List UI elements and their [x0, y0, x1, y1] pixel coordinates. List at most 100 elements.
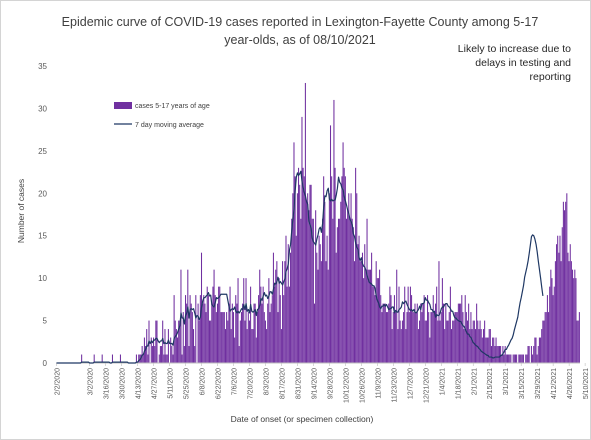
case-bar — [285, 235, 287, 363]
moving-average-line — [56, 170, 544, 364]
case-bar — [270, 303, 272, 363]
case-bar — [458, 303, 461, 363]
case-bar — [93, 354, 95, 363]
case-bar — [403, 312, 405, 363]
case-bar — [380, 295, 382, 363]
case-bar — [456, 312, 458, 363]
x-tick-label: 7/6/2020 — [232, 368, 239, 395]
case-bar — [185, 295, 187, 363]
case-bar — [573, 278, 575, 363]
case-bar — [538, 337, 540, 363]
case-bar — [407, 286, 409, 363]
case-bar — [551, 278, 553, 363]
case-bar — [231, 303, 233, 363]
case-bar — [345, 218, 348, 363]
case-bar — [508, 354, 510, 363]
case-bar — [331, 176, 333, 363]
case-bar — [510, 354, 512, 363]
case-bar — [309, 184, 311, 363]
case-bar — [198, 320, 200, 363]
case-bar — [162, 320, 164, 363]
case-bar — [311, 218, 313, 363]
case-bar — [578, 312, 580, 363]
case-bar — [369, 269, 371, 363]
case-bar — [175, 329, 177, 363]
case-bar — [450, 329, 453, 363]
case-bar — [210, 320, 212, 363]
case-bar — [352, 227, 354, 363]
case-bar — [401, 320, 403, 363]
case-bar — [405, 329, 407, 363]
case-bar — [371, 252, 373, 363]
case-bar — [166, 354, 168, 363]
case-bar — [465, 312, 467, 363]
case-bar — [564, 210, 566, 363]
case-bar — [310, 184, 312, 363]
x-tick-label: 4/26/2021 — [567, 368, 574, 399]
case-bar — [181, 354, 183, 363]
case-bar — [575, 278, 577, 363]
case-bar — [150, 337, 152, 363]
case-bar — [268, 278, 270, 363]
case-bar — [567, 252, 569, 363]
case-bar — [245, 278, 247, 363]
case-bar — [357, 244, 359, 363]
case-bar — [190, 303, 192, 363]
case-bar — [223, 312, 225, 363]
x-tick-label: 3/16/2020 — [104, 368, 111, 399]
case-bar — [429, 337, 431, 363]
case-bar — [195, 295, 197, 363]
case-bar — [545, 312, 547, 363]
case-bar — [296, 193, 298, 363]
case-bar — [374, 295, 376, 363]
x-tick-label: 1/18/2021 — [455, 368, 462, 399]
case-bar — [182, 312, 184, 363]
case-bar — [398, 286, 400, 363]
case-bar — [569, 244, 571, 363]
y-tick-label: 0 — [43, 359, 48, 368]
case-bar — [424, 320, 426, 363]
case-bar — [278, 278, 280, 363]
x-tick-label: 1/4/2021 — [439, 368, 446, 395]
case-bar — [194, 346, 196, 363]
case-bar — [438, 261, 440, 363]
case-bar — [500, 346, 502, 363]
case-bar — [253, 303, 255, 363]
case-bar — [235, 295, 237, 363]
case-bar — [236, 303, 238, 363]
case-bar — [324, 201, 326, 363]
case-bar — [171, 346, 173, 363]
case-bar — [469, 329, 471, 363]
case-bar — [192, 329, 195, 363]
case-bar — [333, 99, 335, 363]
case-bar — [214, 295, 216, 363]
case-bar — [262, 286, 264, 363]
case-bar — [165, 354, 167, 363]
case-bar — [552, 295, 554, 363]
case-bar — [363, 278, 365, 363]
case-bar — [177, 337, 179, 363]
case-bar — [306, 201, 308, 363]
case-bar — [156, 320, 158, 363]
case-bar — [319, 244, 321, 363]
case-bar — [478, 329, 480, 363]
x-tick-label: 5/25/2020 — [184, 368, 191, 399]
case-bar — [226, 312, 228, 363]
x-tick-label: 3/29/2021 — [535, 368, 542, 399]
case-bar — [172, 354, 174, 363]
case-bar — [326, 235, 328, 363]
case-bar — [476, 303, 478, 363]
case-bar — [101, 354, 103, 363]
case-bar — [178, 320, 180, 363]
case-bar — [516, 354, 518, 363]
case-bar — [154, 346, 156, 363]
x-tick-label: 10/12/2020 — [343, 368, 350, 403]
case-bar — [286, 286, 288, 363]
case-bar — [342, 142, 344, 363]
case-bar — [229, 286, 231, 363]
x-tick-label: 11/9/2020 — [375, 368, 382, 399]
case-bar — [435, 303, 437, 363]
case-bar — [397, 329, 399, 363]
case-bar — [416, 303, 418, 363]
